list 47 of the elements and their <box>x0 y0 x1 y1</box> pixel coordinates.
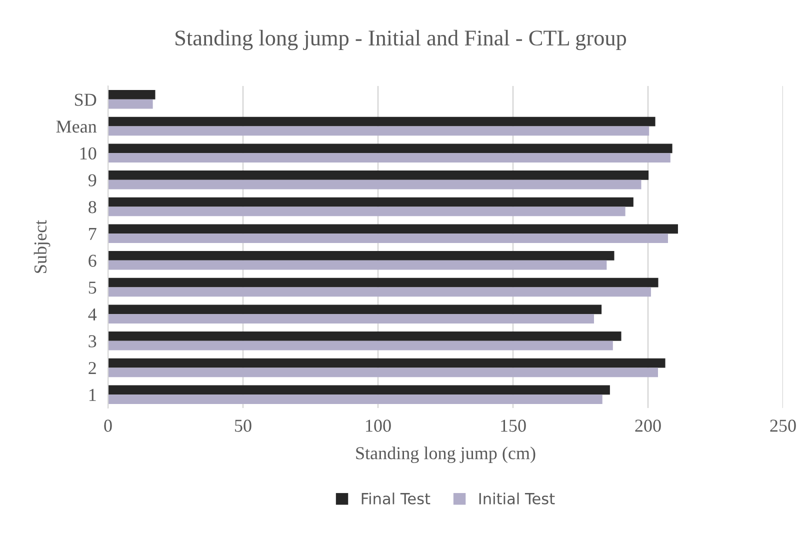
bar <box>108 340 613 350</box>
bar <box>108 126 650 136</box>
y-tick-label: 1 <box>89 388 96 401</box>
legend-label: Initial Test <box>479 492 555 504</box>
bar <box>108 206 626 216</box>
legend-label: Final Test <box>362 492 430 504</box>
y-tick-label: 7 <box>89 228 96 240</box>
x-tick-label: 50 <box>235 420 252 432</box>
y-tick-label: 4 <box>88 308 97 320</box>
bar <box>108 314 594 324</box>
y-tick-label: 8 <box>88 201 96 214</box>
x-tick-label: 100 <box>366 420 391 432</box>
bar <box>108 90 156 100</box>
y-tick-label: 5 <box>88 282 96 294</box>
y-tick-label: 2 <box>88 362 96 374</box>
bar <box>108 224 678 234</box>
y-tick-label: 9 <box>88 174 96 186</box>
y-tick-label: 3 <box>88 335 96 348</box>
bar <box>108 358 666 368</box>
bar <box>108 180 642 190</box>
bar <box>108 394 602 404</box>
y-tick-label: Mean <box>56 120 97 133</box>
bar <box>108 287 651 297</box>
bar <box>108 332 622 341</box>
bar <box>108 260 607 270</box>
bar <box>108 278 658 288</box>
bar <box>108 304 602 314</box>
bar <box>108 234 668 243</box>
bar <box>108 144 672 154</box>
x-tick-label: 0 <box>104 420 112 432</box>
bar <box>108 170 649 180</box>
y-tick-label: 6 <box>88 254 96 267</box>
y-axis-title: Subject <box>34 220 50 273</box>
y-tick-label: SD <box>75 94 96 106</box>
x-axis-title: Standing long jump (cm) <box>356 446 536 464</box>
x-tick-label: 200 <box>635 420 661 432</box>
bar <box>108 368 658 378</box>
bar <box>108 116 656 126</box>
x-tick-label: 250 <box>770 420 796 432</box>
y-tick-label: 10 <box>80 147 96 160</box>
bar <box>108 251 614 260</box>
bar <box>108 153 670 162</box>
bar <box>108 197 634 207</box>
chart-title: Standing long jump - Initial and Final - CTL group <box>176 30 626 50</box>
x-tick-label: 150 <box>501 420 526 432</box>
bar <box>108 385 610 395</box>
bar <box>108 99 153 109</box>
